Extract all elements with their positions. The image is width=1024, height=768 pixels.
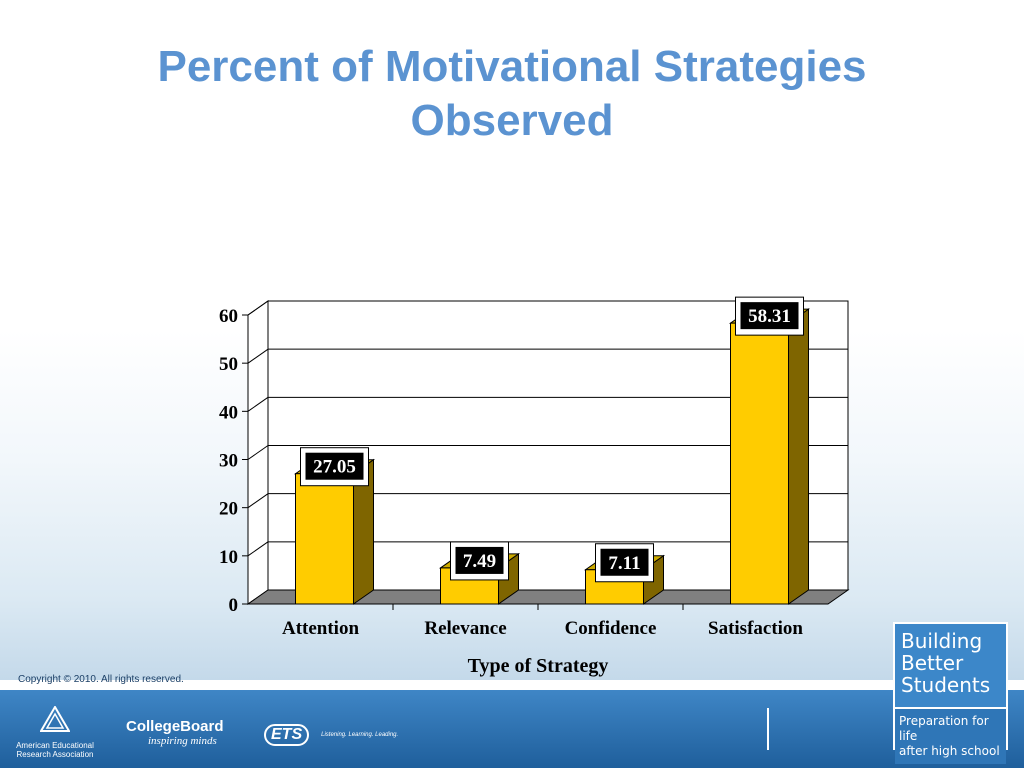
bbs-line-2: Better: [901, 651, 964, 675]
collegeboard-name: CollegeBoard: [126, 718, 224, 735]
data-label: 27.05: [313, 457, 356, 478]
footer-divider: [767, 708, 769, 750]
footer-bar: [0, 690, 1024, 768]
aera-line-2: Research Association: [16, 750, 94, 759]
data-label-bg: [455, 546, 504, 574]
building-better-students-logo: Building Better Students Preparation for…: [893, 622, 1008, 764]
x-tick-label: Satisfaction: [708, 618, 803, 639]
collegeboard-tag: inspiring minds: [148, 735, 217, 747]
y-tick-label: 50: [219, 354, 238, 375]
title-line-1: Percent of Motivational Strategies: [157, 42, 867, 91]
data-label: 58.31: [748, 306, 791, 327]
bbs-sub-1: Preparation for life: [899, 714, 989, 743]
ets-tag: Listening. Learning. Leading.: [321, 732, 399, 738]
gridline-side: [247, 493, 269, 509]
bar-chart: 0 10 20 30 40 50 60 27.05 7.49 7.11 58.31 Attenti…: [219, 296, 850, 677]
title-line-2: Observed: [410, 96, 614, 145]
y-axis-ticks: 0 10 20 30 40 50 60: [219, 306, 249, 616]
bbs-line-3: Students: [901, 673, 991, 697]
y-tick-label: 60: [219, 306, 238, 327]
x-tick-label: Attention: [282, 618, 359, 639]
slide-title: Percent of Motivational Strategies Obser…: [0, 40, 1024, 148]
data-label: 7.49: [463, 551, 496, 572]
x-tick-label: Relevance: [424, 618, 506, 639]
collegeboard-logo: CollegeBoard inspiring minds: [126, 718, 224, 747]
y-tick-label: 30: [219, 451, 238, 472]
bars: 27.05 7.49 7.11 58.31: [293, 296, 811, 605]
aera-logo: American Educational Research Associatio…: [14, 705, 96, 759]
copyright-text: Copyright © 2010. All rights reserved.: [18, 674, 184, 685]
bar-attention: [295, 473, 354, 605]
x-tick-label: Confidence: [565, 618, 657, 639]
aera-triangle-icon: [39, 705, 71, 732]
data-label-bg: [740, 302, 799, 330]
ets-logo: ETS Listening. Learning. Leading.: [264, 724, 398, 746]
x-axis-title: Type of Strategy: [468, 655, 609, 677]
aera-line-1: American Educational: [16, 741, 94, 750]
gridline-side: [247, 541, 269, 557]
y-tick-label: 0: [229, 595, 239, 616]
data-label: 7.11: [608, 553, 640, 574]
y-tick-label: 40: [219, 402, 238, 423]
y-tick-label: 20: [219, 499, 238, 520]
bbs-sub-2: after high school: [899, 744, 1000, 758]
gridline-side: [247, 396, 269, 412]
gridline-side: [247, 445, 269, 460]
gridline-side: [247, 348, 269, 364]
y-tick-label: 10: [219, 547, 238, 568]
data-label-bg: [305, 452, 364, 480]
x-axis-labels: Attention Relevance Confidence Satisfaction: [248, 603, 828, 639]
bar-side: [788, 308, 809, 605]
data-label-bg: [600, 548, 649, 576]
bbs-line-1: Building: [901, 629, 983, 653]
ets-badge: ETS: [264, 724, 310, 746]
bar-satisfaction: [730, 322, 789, 605]
gridline-side: [247, 300, 269, 316]
